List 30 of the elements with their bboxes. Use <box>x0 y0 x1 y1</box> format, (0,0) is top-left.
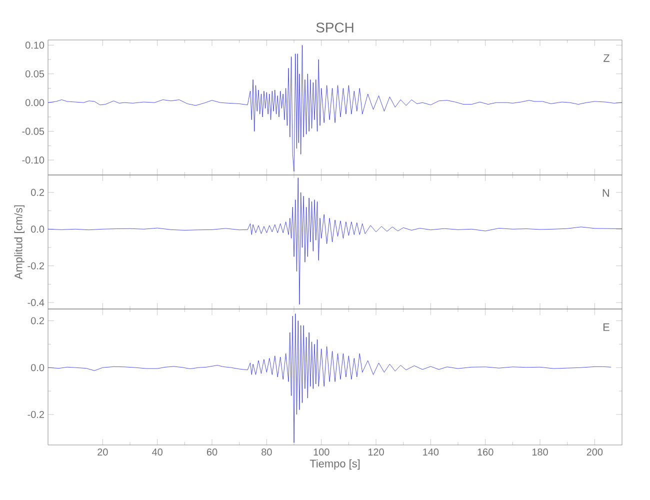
x-tick-label: 100 <box>314 448 330 456</box>
x-tick-label: 20 <box>98 448 108 456</box>
y-tick-label: -0.2 <box>28 262 44 270</box>
y-tick-label: -0.2 <box>28 410 44 418</box>
x-tick-label: 120 <box>368 448 384 456</box>
line-series <box>48 314 612 443</box>
x-axis-title: Tiempo [s] <box>310 459 360 470</box>
y-tick-label: -0.05 <box>22 128 44 135</box>
y-tick-label: -0.4 <box>28 299 44 306</box>
x-tick-label: 80 <box>262 448 272 456</box>
y-tick-label: 0.00 <box>25 99 44 106</box>
y-tick-label: 0.2 <box>31 317 44 324</box>
y-tick-label: 0.0 <box>31 364 44 372</box>
annotation: N <box>602 189 609 197</box>
y-axis-title: Amplitud [cm/s] <box>14 205 24 280</box>
x-tick-label: 200 <box>586 448 603 456</box>
x-tick-label: 40 <box>152 448 162 456</box>
x-tick-label: 140 <box>423 448 439 456</box>
x-tick-label: 180 <box>532 448 548 456</box>
y-tick-label: 0.2 <box>31 188 44 196</box>
y-tick-label: 0.10 <box>25 42 44 49</box>
y-tick-label: -0.10 <box>22 156 44 164</box>
chart-title: SPCH <box>316 22 354 32</box>
x-tick-label: 60 <box>206 448 218 456</box>
annotation: E <box>603 323 610 331</box>
line-series <box>48 44 622 172</box>
y-tick-label: 0.0 <box>31 226 44 233</box>
annotation: Z <box>604 54 610 62</box>
x-tick-label: 160 <box>478 448 494 456</box>
y-tick-label: 0.05 <box>25 70 44 78</box>
